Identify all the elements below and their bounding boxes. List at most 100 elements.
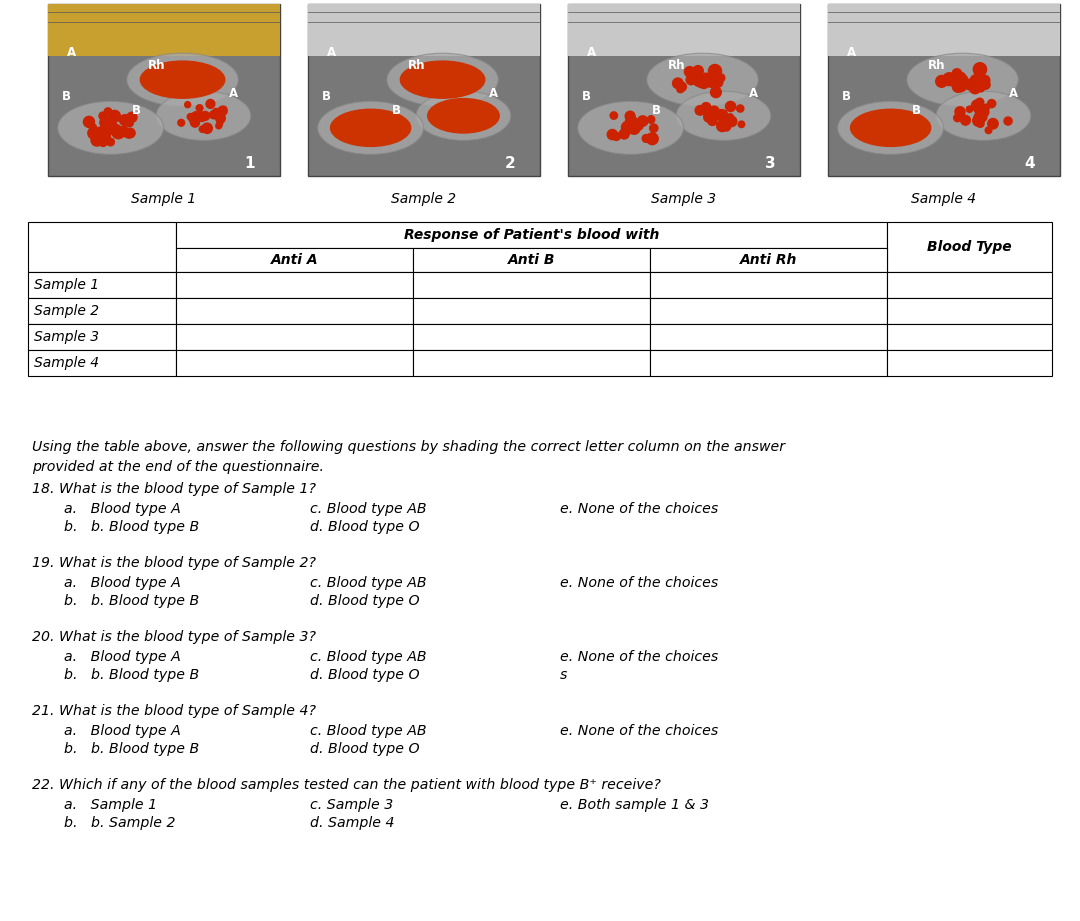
Bar xyxy=(28,324,176,350)
Text: b.   b. Blood type B: b. b. Blood type B xyxy=(64,668,199,682)
Bar xyxy=(650,350,887,376)
Bar xyxy=(887,350,1052,376)
Circle shape xyxy=(106,137,116,146)
Circle shape xyxy=(708,75,720,87)
Circle shape xyxy=(701,102,712,113)
Circle shape xyxy=(963,78,976,90)
Circle shape xyxy=(627,122,640,135)
Circle shape xyxy=(712,76,724,88)
Text: 4: 4 xyxy=(1025,157,1035,171)
Text: 2: 2 xyxy=(504,157,515,171)
Circle shape xyxy=(198,112,206,122)
Bar xyxy=(28,350,176,376)
Text: B: B xyxy=(322,90,332,103)
Circle shape xyxy=(975,76,986,87)
Circle shape xyxy=(960,115,971,126)
Circle shape xyxy=(118,125,130,137)
Text: d. Blood type O: d. Blood type O xyxy=(310,594,420,608)
Circle shape xyxy=(637,115,649,127)
Circle shape xyxy=(109,123,122,136)
Circle shape xyxy=(188,112,200,123)
Circle shape xyxy=(973,74,982,83)
Circle shape xyxy=(975,98,985,107)
Circle shape xyxy=(973,102,986,115)
Circle shape xyxy=(971,77,984,89)
Circle shape xyxy=(955,72,967,83)
Ellipse shape xyxy=(318,101,423,155)
Bar xyxy=(650,324,887,350)
Circle shape xyxy=(676,85,685,93)
Circle shape xyxy=(725,115,732,122)
Circle shape xyxy=(966,105,973,113)
Circle shape xyxy=(200,111,211,121)
Bar xyxy=(176,248,413,272)
Text: e. None of the choices: e. None of the choices xyxy=(561,576,718,590)
Circle shape xyxy=(634,119,644,128)
Circle shape xyxy=(718,111,728,121)
Circle shape xyxy=(975,119,985,128)
Text: e. None of the choices: e. None of the choices xyxy=(561,724,718,738)
Circle shape xyxy=(217,108,226,116)
Text: 3: 3 xyxy=(765,157,775,171)
Circle shape xyxy=(95,126,106,137)
Text: A: A xyxy=(1009,87,1018,100)
Circle shape xyxy=(624,111,636,122)
Circle shape xyxy=(716,73,726,83)
Text: 19. What is the blood type of Sample 2?: 19. What is the blood type of Sample 2? xyxy=(32,556,316,570)
Circle shape xyxy=(971,99,983,111)
Text: e. None of the choices: e. None of the choices xyxy=(561,650,718,664)
Circle shape xyxy=(704,74,718,88)
Circle shape xyxy=(108,110,121,122)
Text: A: A xyxy=(586,46,596,59)
Circle shape xyxy=(634,121,644,131)
Text: Sample 3: Sample 3 xyxy=(33,330,99,344)
Circle shape xyxy=(184,101,191,109)
Circle shape xyxy=(627,120,638,131)
Ellipse shape xyxy=(676,91,771,140)
Text: A: A xyxy=(847,46,855,59)
Circle shape xyxy=(99,116,112,129)
Circle shape xyxy=(83,116,95,128)
Bar xyxy=(568,4,800,56)
Circle shape xyxy=(973,111,985,122)
Circle shape xyxy=(197,111,204,119)
Text: c. Blood type AB: c. Blood type AB xyxy=(310,576,427,590)
Circle shape xyxy=(958,81,967,90)
Circle shape xyxy=(694,105,705,116)
Text: Sample 4: Sample 4 xyxy=(912,192,976,206)
Text: A: A xyxy=(326,46,336,59)
Circle shape xyxy=(698,73,713,87)
Circle shape xyxy=(609,111,618,120)
Text: a.   Blood type A: a. Blood type A xyxy=(64,650,180,664)
Text: b.   b. Sample 2: b. b. Sample 2 xyxy=(64,816,175,830)
Circle shape xyxy=(105,122,118,134)
Text: c. Blood type AB: c. Blood type AB xyxy=(310,650,427,664)
Circle shape xyxy=(684,66,696,77)
Circle shape xyxy=(89,123,97,132)
Circle shape xyxy=(976,84,985,93)
Circle shape xyxy=(91,134,104,146)
Circle shape xyxy=(697,74,708,86)
Circle shape xyxy=(973,62,987,76)
Circle shape xyxy=(981,79,990,90)
Circle shape xyxy=(125,119,134,127)
Text: 20. What is the blood type of Sample 3?: 20. What is the blood type of Sample 3? xyxy=(32,630,316,644)
Text: Rh: Rh xyxy=(929,60,946,73)
Text: b.   b. Blood type B: b. b. Blood type B xyxy=(64,742,199,756)
Circle shape xyxy=(958,111,966,119)
Bar xyxy=(176,350,413,376)
Ellipse shape xyxy=(578,101,684,155)
Text: provided at the end of the questionnaire.: provided at the end of the questionnaire… xyxy=(32,460,324,474)
Circle shape xyxy=(955,106,966,118)
Text: Sample 2: Sample 2 xyxy=(33,304,99,318)
Circle shape xyxy=(619,128,630,140)
Ellipse shape xyxy=(838,101,944,155)
Circle shape xyxy=(119,114,132,126)
Circle shape xyxy=(738,121,745,128)
Circle shape xyxy=(646,132,659,146)
Circle shape xyxy=(205,99,216,109)
Circle shape xyxy=(935,75,948,88)
Circle shape xyxy=(626,124,635,134)
Circle shape xyxy=(719,121,729,130)
Circle shape xyxy=(718,110,728,119)
